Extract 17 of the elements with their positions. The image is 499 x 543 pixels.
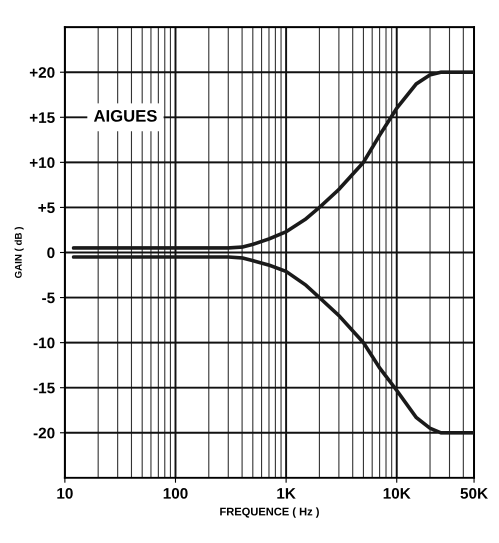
x-tick-label: 50K	[460, 488, 488, 499]
y-tick-label: -5	[42, 292, 55, 304]
y-tick-label: -10	[34, 338, 55, 348]
y-tick-label: 0	[47, 247, 55, 258]
y-tick-label: +20	[30, 67, 55, 78]
y-tick-label: -20	[34, 428, 55, 438]
x-tick-label: 1K	[277, 488, 296, 499]
annotation: AIGUES	[94, 110, 157, 122]
y-axis-title: GAIN ( dB )	[14, 227, 24, 278]
x-axis-title: FREQUENCE ( Hz )	[220, 507, 319, 518]
x-tick-label: 10	[57, 488, 73, 499]
y-tick-label: +5	[38, 202, 55, 214]
x-tick-label: 100	[164, 488, 188, 499]
y-tick-label: -15	[34, 382, 55, 394]
y-tick-label: +10	[30, 157, 55, 168]
x-tick-label: 10K	[384, 488, 411, 499]
y-tick-label: +15	[30, 112, 55, 123]
